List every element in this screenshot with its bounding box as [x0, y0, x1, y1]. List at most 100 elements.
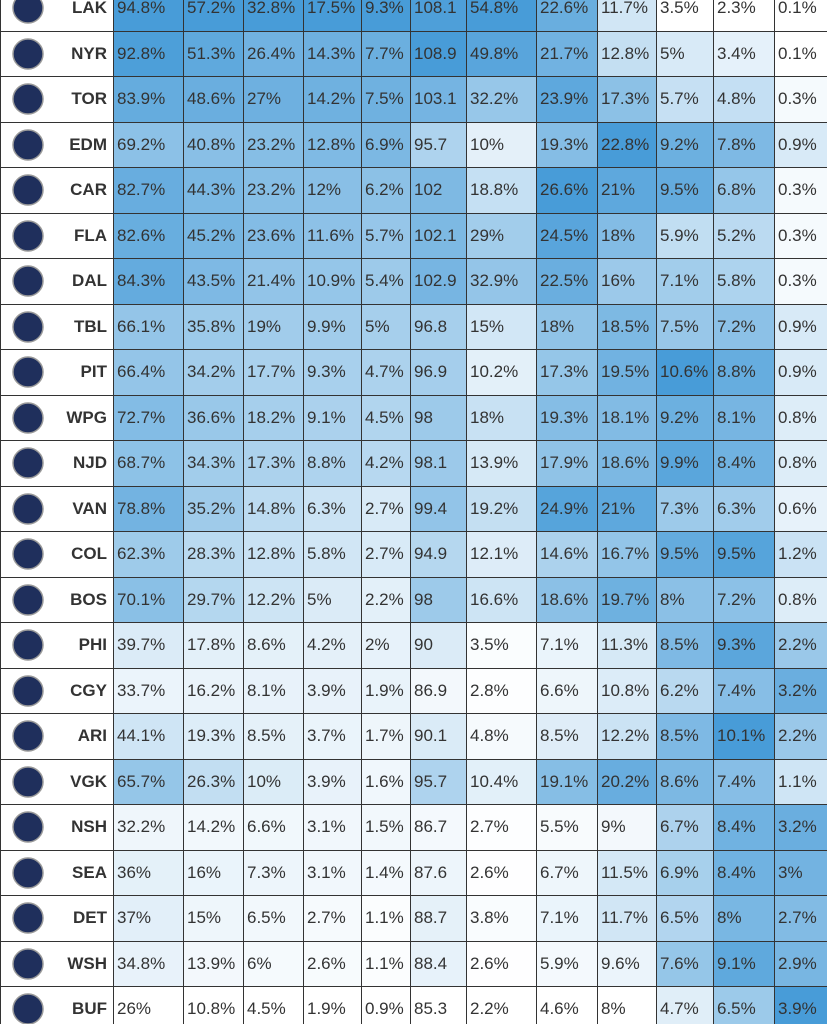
stat-cell: 6.5%	[243, 895, 304, 942]
team-abbr: DET	[73, 908, 107, 928]
team-abbr: SEA	[72, 862, 107, 882]
stat-cell: 10%	[243, 758, 304, 805]
team-abbr: BOS	[70, 589, 107, 609]
stat-cell: 8.1%	[243, 667, 304, 714]
stat-cell: 17.7%	[243, 349, 304, 396]
team-abbr: TBL	[73, 316, 107, 336]
team-logo	[12, 83, 44, 115]
stat-cell: 9.3%	[713, 622, 775, 669]
stat-cell: 0.8%	[774, 394, 827, 441]
stat-cell: 2.6%	[466, 849, 537, 896]
stat-cell: 8.6%	[656, 758, 714, 805]
team-row: NJD 68.7% 34.3% 17.3% 8.8% 4.2% 98.1 13.9% 17.9%…	[0, 440, 827, 487]
team-cell: DET	[0, 895, 114, 942]
stat-cell: 65.7%	[113, 758, 184, 805]
stat-cell: 21.4%	[243, 258, 304, 305]
stat-cell: 88.4	[410, 940, 467, 987]
team-abbr: EDM	[69, 134, 107, 154]
team-cell: NSH	[0, 804, 114, 851]
stat-cell: 12.8%	[597, 30, 657, 77]
stat-cell: 85.3	[410, 986, 467, 1024]
stat-cell: 6.6%	[243, 804, 304, 851]
stat-cell: 6.5%	[656, 895, 714, 942]
team-cell: SEA	[0, 849, 114, 896]
team-cell: COL	[0, 531, 114, 578]
logo-shape	[12, 538, 44, 570]
team-row: FLA 82.6% 45.2% 23.6% 11.6% 5.7% 102.1 29% 24.5%…	[0, 212, 827, 259]
stat-cell: 98.1	[410, 440, 467, 487]
stat-cell: 1.2%	[774, 531, 827, 578]
stat-cell: 2.7%	[466, 804, 537, 851]
stat-cell: 57.2%	[183, 0, 244, 32]
stat-cell: 98	[410, 394, 467, 441]
stat-cell: 4.6%	[536, 986, 598, 1024]
stat-cell: 8.8%	[713, 349, 775, 396]
team-row: COL 62.3% 28.3% 12.8% 5.8% 2.7% 94.9 12.1% 14.6%…	[0, 531, 827, 578]
stat-cell: 7.4%	[713, 667, 775, 714]
stat-cell: 69.2%	[113, 121, 184, 168]
stat-cell: 0.1%	[774, 0, 827, 32]
stat-cell: 17.8%	[183, 622, 244, 669]
stat-cell: 5.9%	[656, 212, 714, 259]
team-cell: FLA	[0, 212, 114, 259]
stat-cell: 15%	[183, 895, 244, 942]
team-cell: NYR	[0, 30, 114, 77]
stat-cell: 4.2%	[303, 622, 362, 669]
stat-cell: 3.2%	[774, 804, 827, 851]
stat-cell: 0.1%	[774, 30, 827, 77]
stat-cell: 9.3%	[361, 0, 411, 32]
stat-cell: 94.8%	[113, 0, 184, 32]
stat-cell: 3.5%	[656, 0, 714, 32]
stat-cell: 14.3%	[303, 30, 362, 77]
team-logo	[12, 811, 44, 843]
stat-cell: 51.3%	[183, 30, 244, 77]
team-cell: VGK	[0, 758, 114, 805]
team-logo	[12, 629, 44, 661]
team-abbr: COL	[71, 544, 107, 564]
stat-cell: 2.9%	[774, 940, 827, 987]
stat-cell: 9.9%	[303, 303, 362, 350]
stat-cell: 9%	[597, 804, 657, 851]
team-abbr: NSH	[71, 817, 107, 837]
stat-cell: 29%	[466, 212, 537, 259]
stat-cell: 2.3%	[713, 0, 775, 32]
team-abbr: ARI	[77, 726, 107, 746]
stat-cell: 12.2%	[243, 576, 304, 623]
stat-cell: 1.6%	[361, 758, 411, 805]
logo-shape	[12, 447, 44, 479]
stat-cell: 23.6%	[243, 212, 304, 259]
team-logo	[12, 402, 44, 434]
stat-cell: 10.1%	[713, 713, 775, 760]
team-row: NYR 92.8% 51.3% 26.4% 14.3% 7.7% 108.9 49.8% 21.…	[0, 30, 827, 77]
stat-cell: 23.2%	[243, 167, 304, 214]
team-cell: TBL	[0, 303, 114, 350]
stat-cell: 22.6%	[536, 0, 598, 32]
stat-cell: 9.3%	[303, 349, 362, 396]
stat-cell: 10.2%	[466, 349, 537, 396]
team-abbr: FLA	[73, 225, 107, 245]
stat-cell: 5.5%	[536, 804, 598, 851]
team-logo	[12, 675, 44, 707]
stat-cell: 4.5%	[361, 394, 411, 441]
team-logo	[12, 857, 44, 889]
stat-cell: 0.3%	[774, 76, 827, 123]
stat-cell: 16%	[183, 849, 244, 896]
team-cell: PIT	[0, 349, 114, 396]
stat-cell: 99.4	[410, 485, 467, 532]
stat-cell: 35.8%	[183, 303, 244, 350]
stat-cell: 17.3%	[243, 440, 304, 487]
stat-cell: 2.2%	[361, 576, 411, 623]
stat-cell: 108.1	[410, 0, 467, 32]
team-row: NSH 32.2% 14.2% 6.6% 3.1% 1.5% 86.7 2.7% 5.5% 9% 6…	[0, 804, 827, 851]
stat-cell: 18%	[466, 394, 537, 441]
logo-shape	[12, 584, 44, 616]
stat-cell: 96.8	[410, 303, 467, 350]
stat-cell: 98	[410, 576, 467, 623]
stat-cell: 10.9%	[303, 258, 362, 305]
team-abbr: WSH	[67, 953, 107, 973]
stat-cell: 7.1%	[656, 258, 714, 305]
stat-cell: 4.2%	[361, 440, 411, 487]
team-row: TBL 66.1% 35.8% 19% 9.9% 5% 96.8 15% 18% 18.5% 7.5…	[0, 303, 827, 350]
stat-cell: 12%	[303, 167, 362, 214]
stat-cell: 0.9%	[361, 986, 411, 1024]
